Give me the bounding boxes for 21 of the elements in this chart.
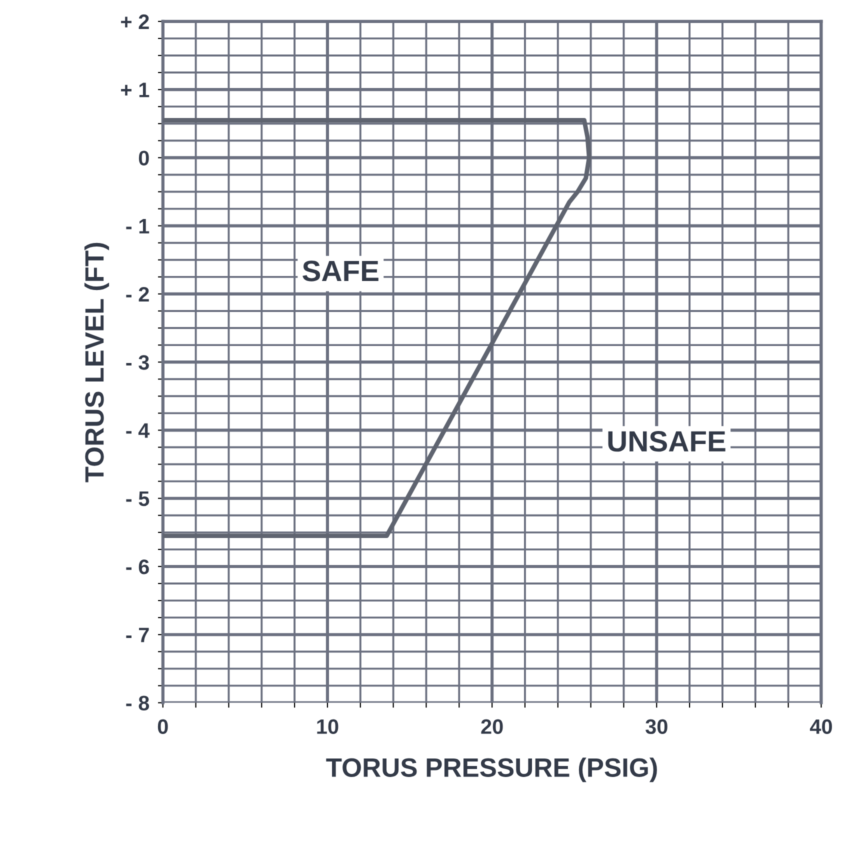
x-tick-label: 10 xyxy=(317,719,338,734)
x-tick-label: 30 xyxy=(646,719,668,734)
y-tick-label: 0 xyxy=(138,150,149,166)
y-tick-label: - 8 xyxy=(126,696,150,710)
y-tick-label: - 6 xyxy=(126,559,149,574)
y-tick-label: - 3 xyxy=(126,355,149,370)
x-tick-label: 40 xyxy=(810,719,832,734)
y-tick-label: - 4 xyxy=(126,423,150,438)
annotation: UNSAFE xyxy=(608,431,726,452)
y-tick-label: + 1 xyxy=(121,82,150,98)
x-axis-title: TORUS PRESSURE (PSIG) xyxy=(326,758,657,782)
y-tick-label: - 5 xyxy=(126,492,150,506)
y-tick-label: - 7 xyxy=(126,628,149,642)
y-tick-label: - 2 xyxy=(126,286,149,302)
x-tick-label: 0 xyxy=(158,719,168,734)
y-tick-label: + 2 xyxy=(121,14,149,29)
x-tick-label: 20 xyxy=(481,719,503,734)
annotation: SAFE xyxy=(302,260,378,282)
line-series xyxy=(162,118,592,538)
y-tick-label: - 1 xyxy=(126,219,150,234)
y-axis-title: TORUS LEVEL (FT) xyxy=(84,242,110,482)
